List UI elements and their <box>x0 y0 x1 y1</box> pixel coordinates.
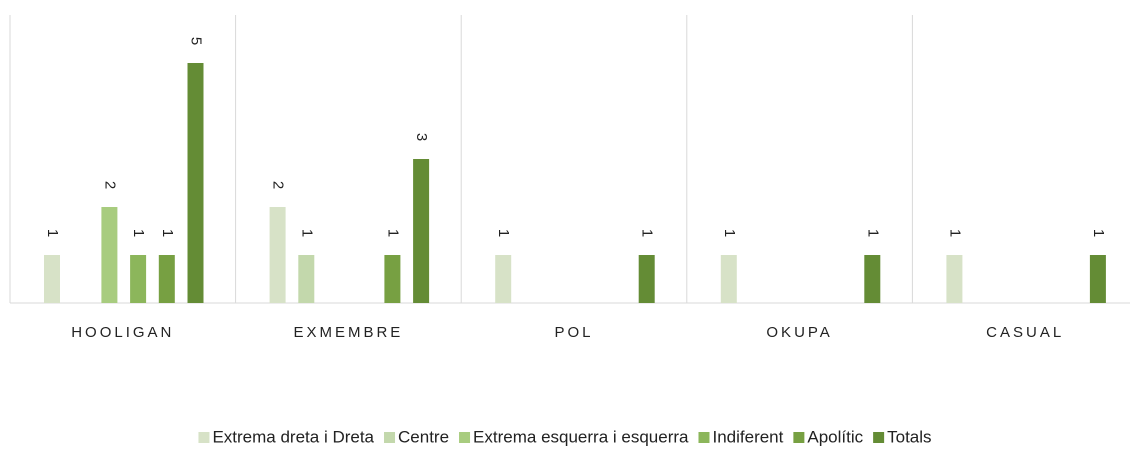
data-label: 1 <box>495 229 512 237</box>
bar <box>413 159 430 303</box>
data-label: 3 <box>413 133 430 141</box>
x-tick-label: HOOLIGAN <box>71 324 174 341</box>
legend-label: Extrema esquerra i esquerra <box>473 427 689 446</box>
legend-label: Apolític <box>807 427 863 446</box>
legend-swatch <box>698 432 710 443</box>
bar <box>720 255 737 303</box>
data-label: 2 <box>270 181 287 189</box>
data-label: 2 <box>101 181 118 189</box>
bar <box>384 255 401 303</box>
data-label: 1 <box>864 229 881 237</box>
legend-label: Extrema dreta i Dreta <box>212 427 374 446</box>
data-label: 1 <box>130 229 147 237</box>
bar <box>298 255 315 303</box>
bar <box>44 255 60 303</box>
bar <box>130 255 147 303</box>
data-label: 1 <box>44 229 61 237</box>
legend-swatch <box>384 432 396 443</box>
bar <box>1089 255 1106 303</box>
bar <box>187 63 204 303</box>
bar <box>495 255 512 303</box>
data-label: 1 <box>639 229 656 237</box>
bar <box>638 255 655 303</box>
bar <box>269 207 286 303</box>
data-label: 1 <box>384 229 401 237</box>
bar <box>158 255 175 303</box>
bar <box>864 255 881 303</box>
data-label: 5 <box>188 37 205 45</box>
bar <box>101 207 118 303</box>
legend-label: Totals <box>887 427 931 446</box>
data-label: 1 <box>1090 229 1107 237</box>
bar <box>946 255 963 303</box>
legend-swatch <box>793 432 805 443</box>
x-tick-label: POL <box>554 324 593 341</box>
legend-label: Centre <box>398 427 449 446</box>
data-label: 1 <box>721 229 738 237</box>
legend-label: Indiferent <box>712 427 783 446</box>
data-label: 1 <box>159 229 176 237</box>
legend-swatch <box>198 432 210 443</box>
legend-swatch <box>459 432 471 443</box>
data-label: 1 <box>298 229 315 237</box>
x-tick-label: OKUPA <box>766 324 832 341</box>
data-label: 1 <box>946 229 963 237</box>
x-tick-label: EXMEMBRE <box>293 324 403 341</box>
legend-swatch <box>873 432 885 443</box>
x-tick-label: CASUAL <box>986 324 1064 341</box>
